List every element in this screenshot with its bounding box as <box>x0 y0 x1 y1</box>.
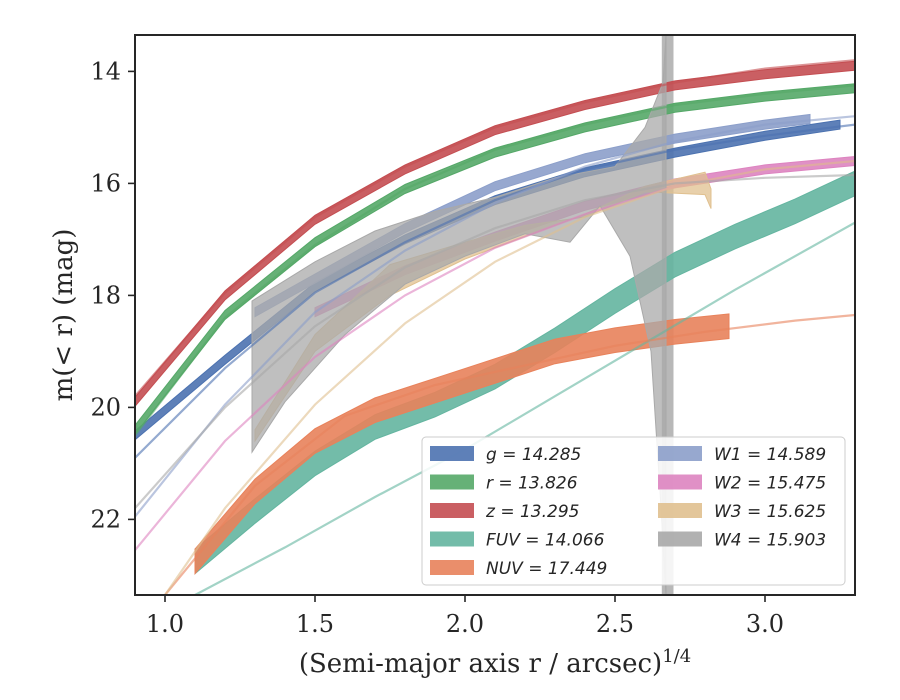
legend-swatch-w4 <box>658 531 702 547</box>
x-tick-label: 2.0 <box>446 610 484 638</box>
legend-swatch-nuv <box>430 560 474 575</box>
series-band-nuv <box>194 313 730 576</box>
legend: g = 14.285 r = 13.826 z = 13.295 FUV = 14.0… <box>421 436 846 586</box>
series-line-fuv <box>194 221 855 595</box>
legend-swatch-w1 <box>658 446 702 461</box>
legend-swatch-w2 <box>658 474 702 490</box>
series-line-nuv <box>164 313 855 595</box>
legend-swatch-g <box>430 446 474 461</box>
series-line-w1 <box>135 115 855 518</box>
legend-label-z: z = 13.295 <box>485 502 579 522</box>
y-axis-label: m(< r) (mag) <box>49 229 79 402</box>
x-tick-label: 1.0 <box>146 610 184 638</box>
x-tick-label: 2.5 <box>596 610 634 638</box>
legend-swatch-w3 <box>658 503 702 518</box>
series-line-w4 <box>135 173 855 509</box>
vertical-band <box>661 35 674 595</box>
x-axis-ticks: 1.0 1.5 2.0 2.5 3.0 <box>146 595 784 638</box>
x-tick-label: 3.0 <box>746 610 784 638</box>
series-band-r <box>135 83 855 436</box>
series-line-w3 <box>164 159 855 595</box>
legend-label-nuv: NUV = 17.449 <box>486 559 607 579</box>
legend-label-w4: W4 = 15.903 <box>714 531 826 551</box>
legend-label-w3: W3 = 15.625 <box>714 502 826 522</box>
y-tick-label: 18 <box>90 281 121 309</box>
plot-frame <box>134 34 856 596</box>
series-line-g <box>135 123 855 459</box>
legend-frame <box>421 436 846 586</box>
x-tick-label: 1.5 <box>296 610 334 638</box>
y-axis-ticks: 14 16 18 20 22 <box>90 57 135 533</box>
series-lines <box>135 59 855 595</box>
series-band-z <box>135 60 855 408</box>
legend-swatch-z <box>430 503 474 518</box>
legend-label-w1: W1 = 14.589 <box>714 445 826 465</box>
y-tick-label: 14 <box>90 57 121 85</box>
legend-label-r: r = 13.826 <box>486 474 578 494</box>
legend-swatch-fuv <box>430 531 474 547</box>
legend-label-g: g = 14.285 <box>486 445 581 465</box>
x-axis-label-exponent: 1/4 <box>662 646 691 667</box>
legend-swatch-r <box>430 474 474 490</box>
series-line-z <box>135 59 855 397</box>
y-tick-label: 20 <box>90 393 121 421</box>
y-tick-label: 22 <box>90 505 121 533</box>
series-line-r <box>135 84 855 437</box>
legend-label-fuv: FUV = 14.066 <box>486 531 605 551</box>
x-axis-label: (Semi-major axis r / arcsec)1/4 <box>299 646 691 679</box>
legend-label-w2: W2 = 15.475 <box>714 474 826 494</box>
y-tick-label: 16 <box>90 169 121 197</box>
